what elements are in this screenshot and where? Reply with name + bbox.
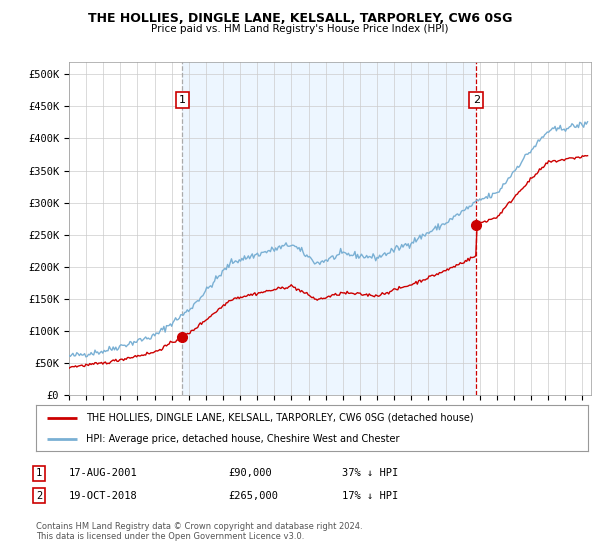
Text: 37% ↓ HPI: 37% ↓ HPI xyxy=(342,468,398,478)
Text: Contains HM Land Registry data © Crown copyright and database right 2024.
This d: Contains HM Land Registry data © Crown c… xyxy=(36,522,362,542)
Text: 17% ↓ HPI: 17% ↓ HPI xyxy=(342,491,398,501)
Bar xyxy=(182,62,476,395)
Text: Price paid vs. HM Land Registry's House Price Index (HPI): Price paid vs. HM Land Registry's House … xyxy=(151,24,449,34)
Text: THE HOLLIES, DINGLE LANE, KELSALL, TARPORLEY, CW6 0SG: THE HOLLIES, DINGLE LANE, KELSALL, TARPO… xyxy=(88,12,512,25)
Text: 2: 2 xyxy=(473,95,480,105)
Text: 1: 1 xyxy=(179,95,186,105)
Text: £90,000: £90,000 xyxy=(228,468,272,478)
Text: HPI: Average price, detached house, Cheshire West and Chester: HPI: Average price, detached house, Ches… xyxy=(86,435,399,444)
Text: 2: 2 xyxy=(36,491,42,501)
Text: £265,000: £265,000 xyxy=(228,491,278,501)
Text: 17-AUG-2001: 17-AUG-2001 xyxy=(69,468,138,478)
Text: THE HOLLIES, DINGLE LANE, KELSALL, TARPORLEY, CW6 0SG (detached house): THE HOLLIES, DINGLE LANE, KELSALL, TARPO… xyxy=(86,413,473,423)
Text: 19-OCT-2018: 19-OCT-2018 xyxy=(69,491,138,501)
Text: 1: 1 xyxy=(36,468,42,478)
